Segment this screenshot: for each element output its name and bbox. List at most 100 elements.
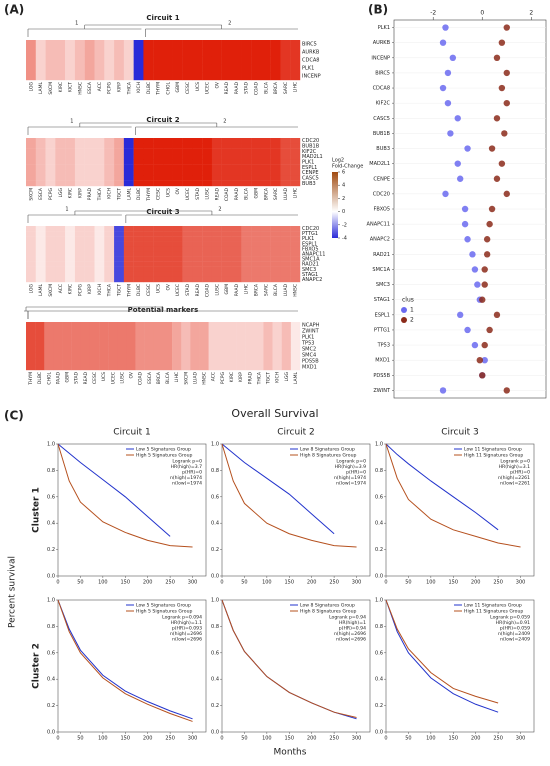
gene-label: AURKB xyxy=(302,50,320,56)
heatmap-cell xyxy=(153,256,164,262)
cancer-label: UCEC xyxy=(205,82,211,94)
heatmap-cell xyxy=(172,72,183,81)
heatmap-cell xyxy=(241,241,252,247)
heatmap-cell xyxy=(290,154,301,160)
heatmap-cell xyxy=(290,256,301,262)
heatmap-cell xyxy=(65,170,76,176)
heatmap-cell xyxy=(44,340,54,347)
heatmap-cell xyxy=(245,352,255,359)
stat-label: n(high)=2261 xyxy=(498,475,530,481)
cancer-label: SARC xyxy=(263,284,269,296)
heatmap-cell xyxy=(263,322,273,329)
heatmap-cell xyxy=(45,40,56,49)
heatmap-cell xyxy=(202,256,213,262)
x-tick-label: 0 xyxy=(220,736,223,742)
heatmap-cell xyxy=(231,271,242,278)
heatmap-cell xyxy=(94,276,105,283)
legend-label: 1 xyxy=(410,307,414,314)
heatmap-cell xyxy=(211,170,222,176)
heatmap-cell xyxy=(153,154,164,160)
heatmap-cell xyxy=(221,180,232,187)
heatmap-cell xyxy=(172,256,183,262)
heatmap-cell xyxy=(163,271,173,278)
heatmap-cell xyxy=(163,170,173,176)
heatmap-cell xyxy=(281,364,292,371)
cancer-label: KIRP xyxy=(116,82,122,92)
heatmap-cell xyxy=(45,271,56,278)
heatmap-cell xyxy=(260,164,271,171)
heatmap-cell xyxy=(190,322,200,329)
x-tick-label: 150 xyxy=(448,580,458,586)
heatmap-cell xyxy=(241,226,252,232)
cancer-label: CESC xyxy=(92,372,98,384)
legend-label: 2 xyxy=(410,317,414,324)
heatmap-cell xyxy=(226,352,237,359)
heatmap-cell xyxy=(202,48,213,57)
heatmap-cell xyxy=(211,251,222,257)
heatmap-cell xyxy=(208,358,218,365)
heatmap-cell xyxy=(108,346,118,353)
x-tick-label: 250 xyxy=(493,736,503,742)
heatmap-cell xyxy=(74,64,85,73)
heatmap-cell xyxy=(199,358,209,365)
heatmap-cell xyxy=(65,271,76,278)
gene-label: PLK1 xyxy=(302,236,314,242)
heatmap-cell xyxy=(192,271,203,278)
legend-gradient xyxy=(332,172,338,238)
heatmap-cell xyxy=(117,358,127,365)
heatmap-cell xyxy=(211,154,222,160)
column-title: Circuit 2 xyxy=(277,428,315,438)
heatmap-cell xyxy=(226,346,237,353)
heatmap-cell xyxy=(65,180,76,187)
cluster-dot xyxy=(503,69,510,77)
heatmap-cell xyxy=(123,276,134,283)
cluster-dot xyxy=(498,160,506,167)
cancer-label: LAML xyxy=(38,284,44,297)
y-tick-label: 0.0 xyxy=(375,730,383,736)
heatmap-cell xyxy=(35,143,46,149)
heatmap-cell xyxy=(270,64,281,73)
heatmap-cell xyxy=(236,364,246,371)
heatmap-cell xyxy=(231,40,242,49)
heatmap-cell xyxy=(280,180,291,187)
heatmap-cell xyxy=(99,334,109,341)
heatmap-cell xyxy=(45,251,56,257)
heatmap-cell xyxy=(104,246,115,252)
heatmap-cell xyxy=(172,40,183,49)
heatmap-cell xyxy=(211,241,222,247)
heatmap-cell xyxy=(114,154,125,160)
heatmap-cell xyxy=(123,236,134,242)
heatmap-cell xyxy=(123,40,134,49)
heatmap-cell xyxy=(84,164,95,171)
heatmap-cell xyxy=(108,352,118,359)
cancer-label: PCPG xyxy=(220,371,226,384)
heatmap-cell xyxy=(45,261,56,267)
cluster-dot xyxy=(503,24,510,31)
heatmap-cell xyxy=(221,175,232,181)
heatmap-cell xyxy=(221,164,232,171)
heatmap-cell xyxy=(143,241,154,247)
y-tick-label: 0.6 xyxy=(47,494,55,500)
gene-label: PLK1 xyxy=(378,25,390,31)
gene-label: CDCA8 xyxy=(373,86,390,92)
cancer-label: PCPG xyxy=(107,81,113,94)
heatmap-cell xyxy=(80,346,91,353)
heatmap-cell xyxy=(74,148,85,155)
cancer-label: LAML xyxy=(293,372,299,385)
cancer-label: ACC xyxy=(58,284,64,293)
heatmap-cell xyxy=(241,276,252,283)
heatmap-cell xyxy=(74,231,85,237)
heatmap-cell xyxy=(241,236,252,242)
heatmap-cell xyxy=(89,322,100,329)
y-tick-label: 0.8 xyxy=(375,624,383,630)
heatmap-cell xyxy=(260,180,271,187)
heatmap-cell xyxy=(226,328,237,335)
heatmap-cell xyxy=(55,256,66,262)
cancer-label: GBM xyxy=(253,188,259,199)
heatmap-cell xyxy=(217,322,228,329)
heatmap-cell xyxy=(65,251,76,257)
heatmap-cell xyxy=(163,138,173,144)
heatmap-cell xyxy=(245,364,255,371)
heatmap-cell xyxy=(163,261,173,267)
heatmap-cell xyxy=(182,72,193,81)
